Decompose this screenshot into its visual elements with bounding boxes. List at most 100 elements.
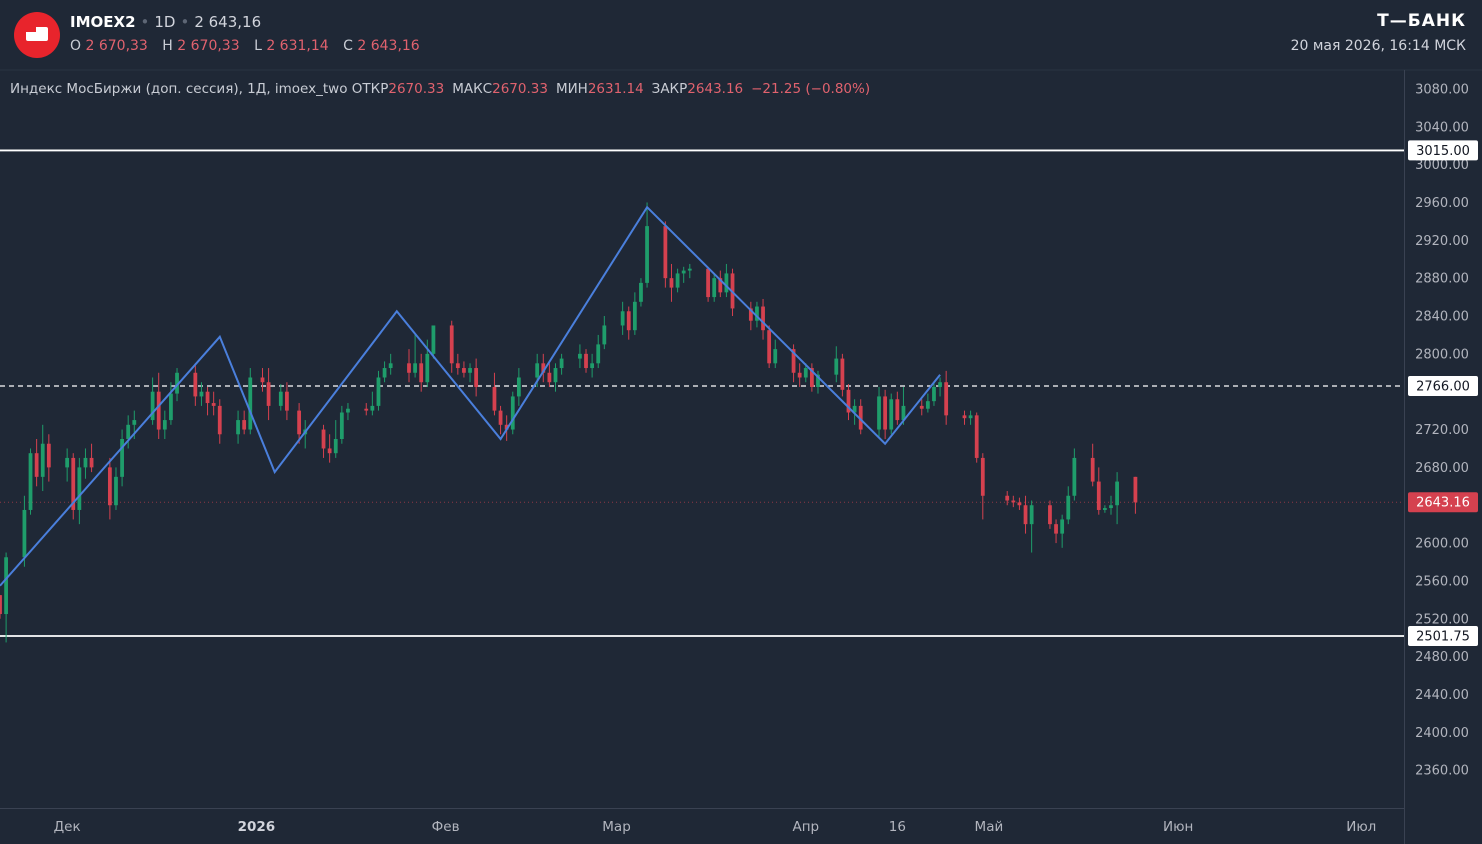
price-tick-label: 3000.00	[1415, 158, 1469, 173]
candle	[364, 403, 369, 416]
candle-body	[632, 301, 637, 331]
candle-body	[333, 439, 338, 454]
ohlc-row: O 2 670,33 H 2 670,33 L 2 631,14 C 2 643…	[70, 38, 430, 54]
candle	[1054, 519, 1058, 544]
candle	[840, 353, 845, 397]
candle-body	[816, 374, 820, 387]
plot-area[interactable]	[0, 70, 1404, 808]
candle	[706, 266, 710, 302]
time-tick-label: 2026	[238, 819, 276, 835]
candle	[816, 370, 820, 394]
candle-body	[22, 509, 27, 558]
candle	[278, 384, 283, 411]
candle	[89, 443, 94, 473]
candles	[0, 202, 1138, 643]
timeframe-label[interactable]: 1D	[154, 13, 176, 31]
candle-body	[669, 278, 674, 288]
candle-body	[889, 399, 894, 430]
candle-body	[388, 363, 393, 369]
candle-body	[449, 325, 454, 364]
candle	[376, 370, 381, 411]
candle	[663, 221, 668, 288]
candle-body	[932, 386, 936, 402]
candle	[126, 415, 131, 449]
candle-body	[89, 457, 94, 468]
candle-body	[626, 311, 631, 331]
candle	[773, 339, 778, 369]
candle	[71, 453, 76, 520]
price-tick-label: 2560.00	[1415, 574, 1469, 589]
candle-body	[370, 405, 375, 411]
candle	[938, 377, 942, 397]
candle	[1011, 495, 1016, 508]
candle-body	[724, 273, 729, 293]
candle	[150, 377, 155, 425]
level-tag-box	[1408, 140, 1478, 161]
time-axis[interactable]: Дек 2026 Фев Мар Апр 16 Май Июн Июл	[54, 819, 1377, 835]
candle-body	[925, 401, 930, 409]
price-tick-label: 2880.00	[1415, 272, 1469, 287]
price-tick-label: 3080.00	[1415, 82, 1469, 97]
ticker-symbol[interactable]: IMOEX2	[70, 13, 136, 31]
candle	[40, 424, 45, 492]
candle	[1048, 500, 1052, 529]
price-axis[interactable]: 2360.00 2400.00 2440.00 2480.00 2520.00 2560.…	[1415, 82, 1469, 778]
price-tick-label: 3040.00	[1415, 120, 1469, 135]
candle-body	[919, 405, 924, 409]
candle-body	[645, 226, 649, 283]
candle-body	[663, 226, 668, 279]
time-tick-label: Фев	[432, 819, 460, 835]
candle	[462, 361, 466, 378]
candle	[370, 391, 375, 416]
level-price-tag: 3015.00	[1408, 140, 1478, 161]
candle	[327, 434, 332, 463]
candle-body	[407, 363, 411, 373]
candle	[645, 202, 649, 288]
candle-body	[242, 420, 247, 430]
candle-body	[944, 382, 949, 416]
candle-body	[1029, 505, 1034, 525]
candle	[755, 301, 759, 328]
candle-body	[1115, 481, 1119, 506]
candle	[77, 457, 82, 525]
candle-body	[980, 457, 985, 496]
candle	[388, 353, 393, 375]
candle-body	[431, 325, 436, 354]
candle	[919, 399, 924, 416]
candle	[1005, 491, 1010, 506]
candle-body	[1090, 457, 1095, 482]
candle-body	[114, 476, 118, 506]
candle-body	[938, 382, 942, 387]
candle	[455, 353, 460, 375]
candle	[596, 334, 601, 369]
candle-body	[132, 420, 137, 425]
level-price-tag: 2766.00	[1408, 376, 1478, 397]
candle-body	[236, 420, 240, 435]
candle-body	[541, 363, 546, 373]
candle-body	[584, 353, 588, 369]
legend-close-value: 2643.16	[687, 81, 744, 97]
candle	[114, 467, 118, 510]
candle	[1066, 486, 1071, 525]
close-value: 2 643,16	[357, 38, 420, 54]
candle-body	[761, 306, 765, 331]
candle	[748, 301, 753, 331]
candle-body	[382, 368, 387, 378]
zigzag-line[interactable]	[0, 205, 941, 587]
zigzag-pattern[interactable]	[0, 205, 941, 587]
candle-body	[260, 377, 265, 383]
candle-body	[1048, 505, 1052, 525]
candle	[382, 361, 387, 383]
candle	[0, 595, 2, 619]
candle	[669, 263, 674, 302]
candle-body	[535, 363, 540, 378]
candle	[626, 306, 631, 340]
candle	[1072, 448, 1077, 501]
price-tick-label: 2520.00	[1415, 612, 1469, 627]
candle	[1133, 476, 1138, 514]
candle	[205, 386, 210, 416]
candle-body	[278, 391, 283, 406]
time-tick-label: Июл	[1346, 819, 1376, 835]
candle	[541, 353, 546, 383]
